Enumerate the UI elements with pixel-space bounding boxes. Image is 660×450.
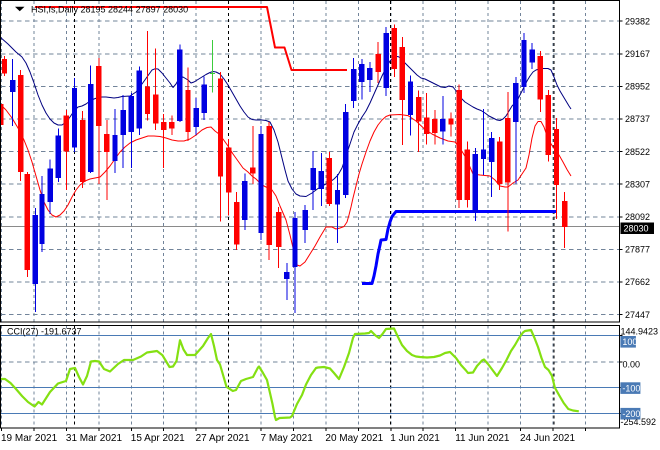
svg-text:28522: 28522	[625, 147, 650, 157]
svg-text:29382: 29382	[625, 16, 650, 26]
svg-text:24 Jun 2021: 24 Jun 2021	[520, 433, 575, 444]
svg-text:28952: 28952	[625, 82, 650, 92]
svg-text:27 Apr 2021: 27 Apr 2021	[196, 433, 250, 444]
svg-text:27662: 27662	[625, 277, 650, 287]
svg-text:100: 100	[622, 337, 637, 347]
svg-text:-200: -200	[622, 409, 640, 419]
svg-text:144.9423: 144.9423	[621, 327, 659, 337]
svg-text:HSI,fs,Daily 28195 28244 2789: HSI,fs,Daily 28195 28244 27897 28030	[31, 5, 188, 15]
svg-text:19 Mar 2021: 19 Mar 2021	[1, 433, 58, 444]
svg-text:-254.592: -254.592	[621, 417, 657, 427]
svg-text:31 Mar 2021: 31 Mar 2021	[66, 433, 123, 444]
svg-text:1 Jun 2021: 1 Jun 2021	[390, 433, 440, 444]
svg-text:28030: 28030	[624, 224, 649, 234]
svg-text:27877: 27877	[625, 245, 650, 255]
svg-text:15 Apr 2021: 15 Apr 2021	[131, 433, 185, 444]
svg-text:28307: 28307	[625, 179, 650, 189]
svg-text:27447: 27447	[625, 310, 650, 320]
svg-text:28092: 28092	[625, 212, 650, 222]
svg-text:28737: 28737	[625, 114, 650, 124]
svg-text:29167: 29167	[625, 49, 650, 59]
svg-text:7 May 2021: 7 May 2021	[261, 433, 314, 444]
svg-text:-100: -100	[622, 383, 640, 393]
svg-text:11 Jun 2021: 11 Jun 2021	[455, 433, 510, 444]
svg-text:20 May 2021: 20 May 2021	[325, 433, 383, 444]
svg-text:0.00: 0.00	[623, 359, 641, 369]
svg-text:CCI(27) -191.6737: CCI(27) -191.6737	[7, 327, 82, 337]
